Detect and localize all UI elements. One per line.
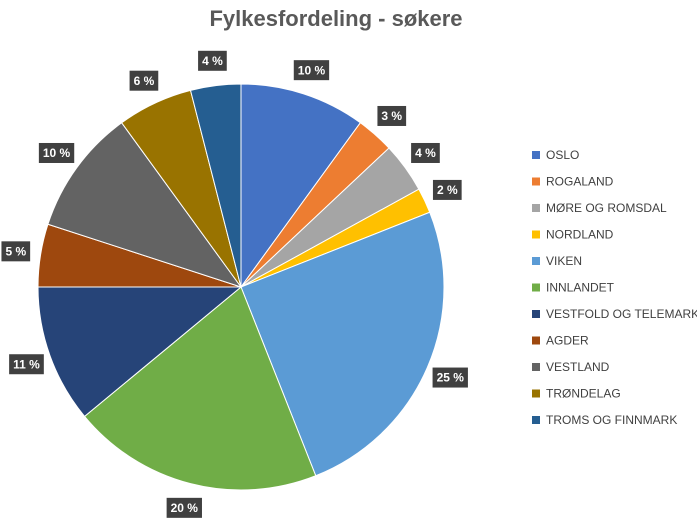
legend-swatch: [532, 177, 540, 186]
data-label: 11 %: [13, 357, 40, 371]
data-label-box: [293, 60, 330, 81]
data-label-box: [198, 50, 227, 71]
data-label: 10 %: [298, 63, 326, 77]
data-label-box: [432, 367, 468, 388]
legend-swatch: [532, 336, 540, 345]
legend-swatch: [532, 283, 540, 292]
data-label-box: [377, 105, 407, 126]
legend-label: MØRE OG ROMSDAL: [546, 201, 667, 215]
data-label-box: [166, 497, 202, 518]
data-label: 2 %: [437, 183, 458, 197]
data-label-box: [9, 354, 44, 375]
legend-label: VESTLAND: [546, 360, 610, 374]
legend-swatch: [532, 363, 540, 371]
legend-label: VESTFOLD OG TELEMARK: [546, 307, 697, 321]
pie-slice: [240, 211, 445, 477]
legend-label: OSLO: [546, 148, 579, 162]
legend-swatch: [532, 416, 540, 424]
pie-slice: [189, 83, 242, 288]
legend-swatch: [532, 389, 540, 398]
data-label: 4 %: [202, 54, 223, 68]
data-label: 4 %: [415, 146, 436, 160]
data-label: 10 %: [43, 146, 71, 160]
legend-swatch: [532, 204, 540, 212]
legend-label: AGDER: [546, 334, 589, 348]
data-label-box: [432, 179, 462, 200]
legend-label: TROMS OG FINNMARK: [546, 413, 677, 427]
legend-swatch: [532, 151, 540, 159]
data-label: 3 %: [381, 109, 402, 123]
data-label: 20 %: [171, 501, 199, 515]
data-label-box: [38, 142, 75, 163]
chart-title: Fylkesfordeling - søkere: [209, 6, 462, 31]
data-label: 6 %: [134, 74, 155, 88]
legend-label: ROGALAND: [546, 175, 614, 189]
data-label: 5 %: [5, 245, 26, 259]
legend-label: VIKEN: [546, 254, 582, 268]
pie-slice: [47, 122, 243, 288]
data-label-box: [129, 70, 159, 91]
legend-swatch: [532, 257, 540, 265]
legend-swatch: [532, 230, 540, 239]
legend-label: NORDLAND: [546, 228, 614, 242]
data-label: 25 %: [437, 371, 465, 385]
pie-slice: [37, 286, 243, 418]
data-label-box: [1, 241, 31, 262]
legend-label: TRØNDELAG: [546, 387, 621, 401]
pie-slice: [83, 286, 317, 491]
legend-label: INNLANDET: [546, 281, 615, 295]
data-label-box: [411, 142, 440, 163]
pie-slice: [240, 83, 362, 289]
legend-swatch: [532, 310, 540, 318]
